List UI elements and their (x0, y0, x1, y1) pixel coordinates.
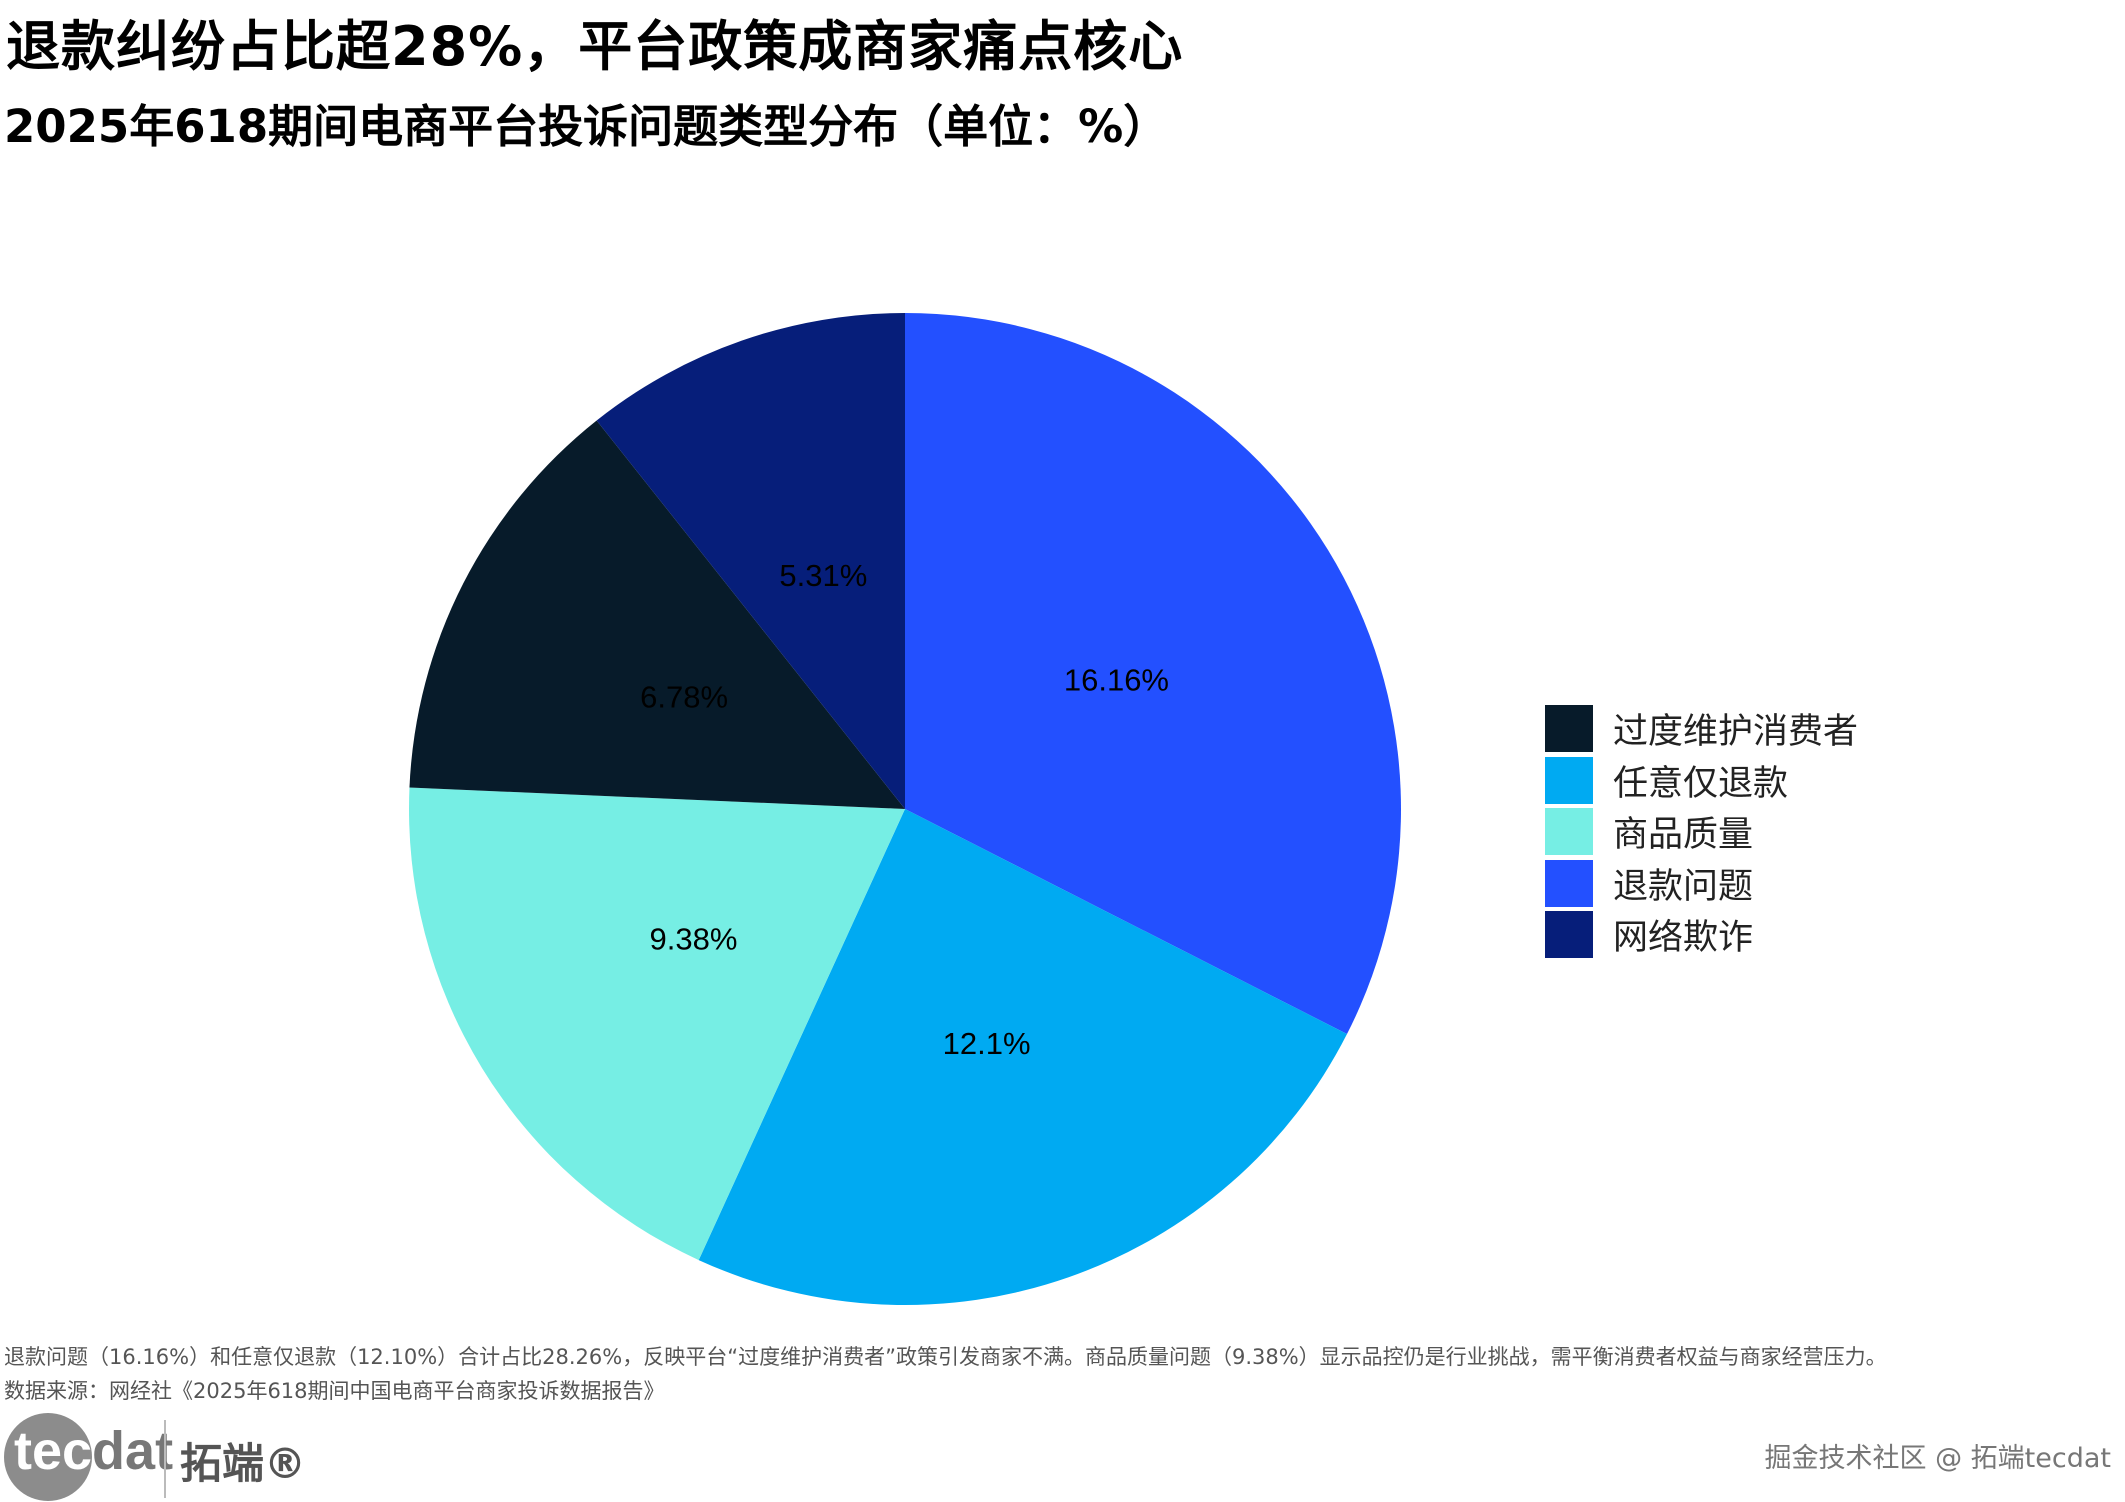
slice-label: 6.78% (640, 679, 728, 714)
chart-title: 退款纠纷占比超28%，平台政策成商家痛点核心 (6, 15, 1184, 78)
legend-item: 商品质量 (1545, 806, 1858, 858)
legend-label: 过度维护消费者 (1613, 712, 1859, 753)
pie-slice (409, 787, 905, 1261)
pie-slice (596, 313, 905, 809)
source-note: 数据来源：网经社《2025年618期间中国电商平台商家投诉数据报告》 (4, 1379, 665, 1403)
logo-circle (4, 1413, 92, 1501)
legend: 过度维护消费者 任意仅退款商品质量退款问题网络欺诈 (1545, 703, 1858, 961)
legend-label: 任意仅退款 (1613, 763, 1789, 804)
legend-swatch (1545, 911, 1593, 959)
legend-swatch (1545, 756, 1593, 804)
tecdat-logo: tecdat 拓端® (4, 1412, 306, 1502)
legend-swatch (1545, 859, 1593, 907)
legend-label: 退款问题 (1613, 866, 1754, 907)
logo-divider (164, 1420, 166, 1498)
footnote: 退款问题（16.16%）和任意仅退款（12.10%）合计占比28.26%，反映平… (4, 1345, 1887, 1369)
legend-swatch (1545, 808, 1593, 856)
legend-label: 商品质量 (1613, 815, 1754, 856)
legend-item: 过度维护消费者 (1545, 703, 1858, 755)
watermark: 掘金技术社区 @ 拓端tecdat (1764, 1443, 2111, 1474)
pie-slice (905, 313, 1401, 1035)
logo-text-a: tec (14, 1421, 93, 1481)
legend-item: 退款问题 (1545, 858, 1858, 910)
pie-slice (698, 809, 1348, 1305)
slice-label: 12.1% (943, 1026, 1031, 1061)
legend-label: 网络欺诈 (1613, 918, 1754, 959)
logo-text-b: dat (92, 1421, 174, 1481)
legend-item: 网络欺诈 (1545, 909, 1858, 961)
slice-label: 16.16% (1064, 662, 1169, 697)
legend-item: 任意仅退款 (1545, 755, 1858, 807)
chart-subtitle: 2025年618期间电商平台投诉问题类型分布（单位：%） (4, 100, 1169, 153)
pie-slice (409, 420, 905, 809)
logo-cn: 拓端® (180, 1439, 307, 1488)
slice-label: 9.38% (650, 921, 738, 956)
legend-swatch (1545, 705, 1593, 753)
slice-label: 5.31% (779, 558, 867, 593)
